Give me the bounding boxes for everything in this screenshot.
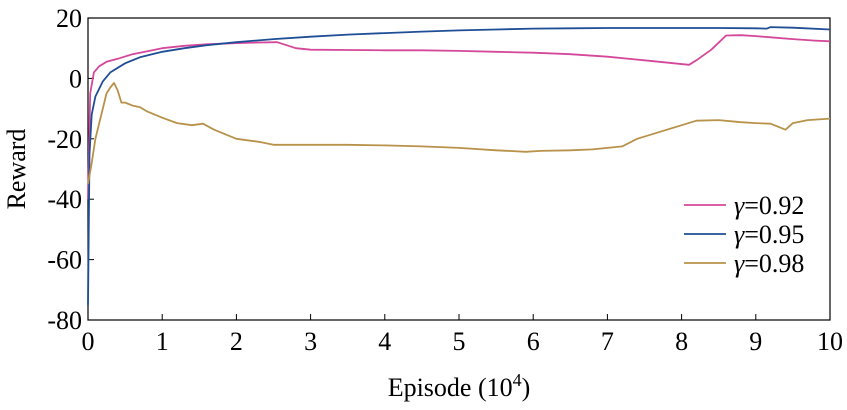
x-tick-label: 10 <box>817 327 843 356</box>
x-axis-label-superscript: 4 <box>513 370 522 390</box>
y-tick-label: -20 <box>47 125 82 154</box>
y-tick-label: -60 <box>47 246 82 275</box>
y-tick-label: -40 <box>47 185 82 214</box>
legend-gamma-symbol: γ <box>734 220 745 249</box>
x-tick-label: 5 <box>453 327 466 356</box>
y-axis-label: Reward <box>2 129 31 210</box>
x-axis-label: Episode (104) <box>388 370 531 402</box>
y-tick-label: -80 <box>47 306 82 335</box>
legend-value: =0.98 <box>744 249 804 278</box>
x-tick-label: 3 <box>304 327 317 356</box>
x-tick-label: 6 <box>527 327 540 356</box>
series-lines <box>87 26 831 305</box>
series-line-1 <box>87 34 831 200</box>
x-axis-label-suffix: ) <box>522 373 531 402</box>
legend-label-2: γ=0.95 <box>734 220 804 249</box>
series-line-2 <box>87 26 831 305</box>
legend-value: =0.95 <box>744 220 804 249</box>
y-tick-label: 20 <box>56 4 82 33</box>
x-tick-label: 9 <box>749 327 762 356</box>
legend-label-3: γ=0.98 <box>734 249 804 278</box>
legend-label-1: γ=0.92 <box>734 191 804 220</box>
x-tick-label: 2 <box>230 327 243 356</box>
x-tick-label: 7 <box>601 327 614 356</box>
legend: γ=0.92γ=0.95γ=0.98 <box>684 191 804 278</box>
x-tick-label: 8 <box>675 327 688 356</box>
legend-gamma-symbol: γ <box>734 191 745 220</box>
x-tick-label: 0 <box>82 327 95 356</box>
legend-value: =0.92 <box>744 191 804 220</box>
y-tick-label: 0 <box>69 64 82 93</box>
series-line-3 <box>87 82 831 185</box>
axis-ticks: 0 1 2 3 4 5 6 7 8 9 10 20 0 -20 -40 -60 -80 <box>47 4 843 356</box>
x-tick-label: 4 <box>378 327 391 356</box>
x-axis-label-text: Episode (10 <box>388 373 513 402</box>
legend-gamma-symbol: γ <box>734 249 745 278</box>
x-tick-label: 1 <box>156 327 169 356</box>
plot-area <box>87 17 831 321</box>
